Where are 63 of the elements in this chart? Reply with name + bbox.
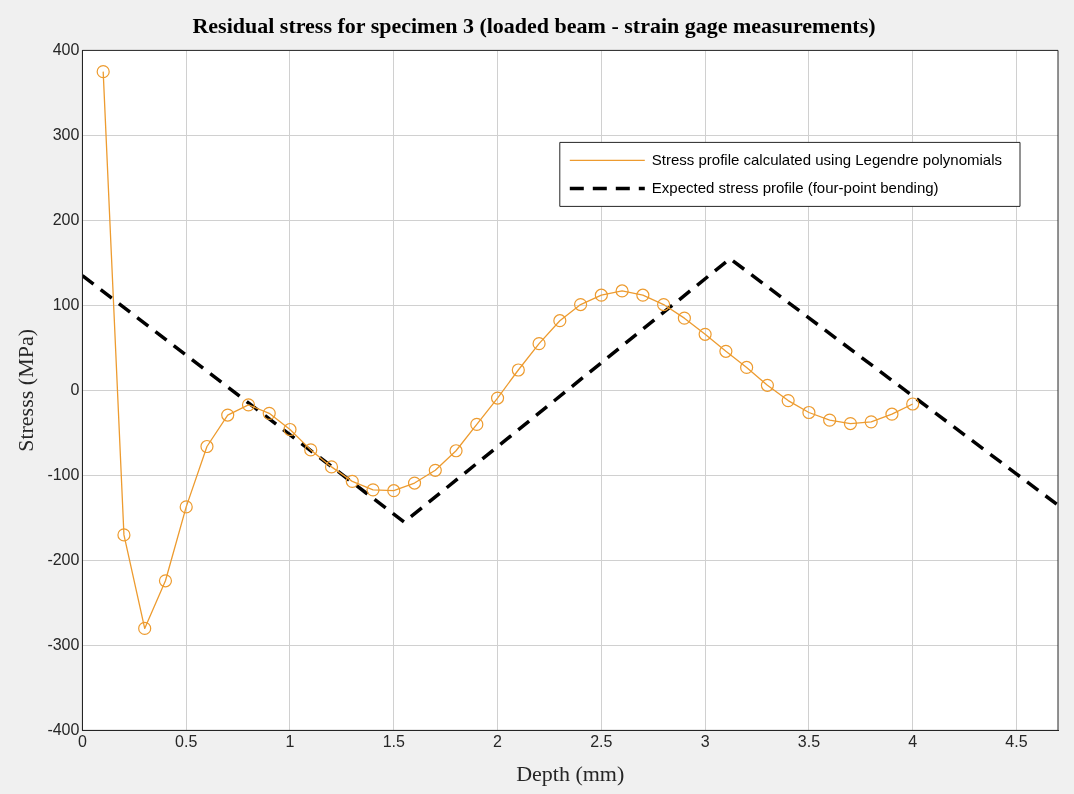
point — [864, 415, 878, 429]
point — [117, 528, 131, 542]
point — [781, 394, 795, 408]
point — [553, 314, 567, 328]
point — [96, 65, 110, 79]
y-tick-label: 200 — [52, 210, 80, 228]
point — [179, 500, 193, 514]
y-tick-label: 0 — [70, 380, 80, 398]
x-axis-title: Depth (mm) — [516, 760, 625, 786]
point — [843, 416, 858, 431]
point — [906, 397, 920, 411]
point — [490, 391, 505, 405]
x-tick-label: 2 — [493, 733, 503, 751]
point — [262, 406, 276, 420]
point — [387, 484, 401, 498]
x-tick-label: 2.5 — [590, 733, 613, 751]
x-tick-label: 0.5 — [175, 733, 198, 751]
point — [470, 417, 484, 431]
x-tick-label: 3 — [700, 733, 710, 751]
point — [677, 311, 691, 325]
point — [241, 398, 256, 412]
point — [657, 297, 671, 312]
x-tick-label: 4.5 — [1005, 733, 1028, 751]
point — [138, 621, 152, 635]
y-tick-label: -300 — [47, 635, 80, 653]
point — [885, 407, 899, 421]
y-tick-label: 400 — [52, 40, 80, 58]
y-axis-title: Stresss (MPa) — [12, 328, 38, 452]
point — [698, 327, 712, 341]
x-tick-label: 4 — [908, 733, 918, 751]
point — [366, 483, 380, 497]
chart-title: Residual stress for specimen 3 (loaded beam - strain gage measurements) — [192, 12, 876, 38]
x-tick-label: 1.5 — [382, 733, 405, 751]
point — [823, 413, 837, 427]
y-tick-label: -400 — [47, 720, 80, 738]
point — [158, 574, 173, 588]
point — [740, 360, 754, 375]
point — [407, 476, 422, 490]
point — [615, 284, 629, 298]
point — [283, 422, 297, 437]
point — [760, 378, 774, 392]
point — [532, 337, 546, 351]
point — [636, 288, 650, 302]
point — [511, 363, 525, 377]
point — [719, 344, 733, 358]
point — [324, 460, 339, 474]
y-tick-label: 100 — [52, 295, 80, 313]
x-tick-label: 1 — [285, 733, 295, 751]
point — [428, 463, 442, 477]
y-tick-label: -200 — [47, 550, 80, 568]
point — [200, 439, 214, 454]
point — [573, 297, 588, 312]
legend-label: Stress profile calculated using Legendre polynomials — [651, 150, 1002, 168]
y-tick-label: 300 — [52, 125, 80, 143]
point — [345, 474, 359, 488]
point — [304, 443, 318, 457]
point — [449, 444, 463, 458]
point — [221, 408, 235, 422]
legend-label: Expected stress profile (four-point bending) — [651, 178, 939, 196]
point — [802, 405, 816, 420]
point — [594, 288, 608, 302]
y-tick-label: -100 — [47, 465, 80, 483]
x-tick-label: 3.5 — [797, 733, 821, 751]
